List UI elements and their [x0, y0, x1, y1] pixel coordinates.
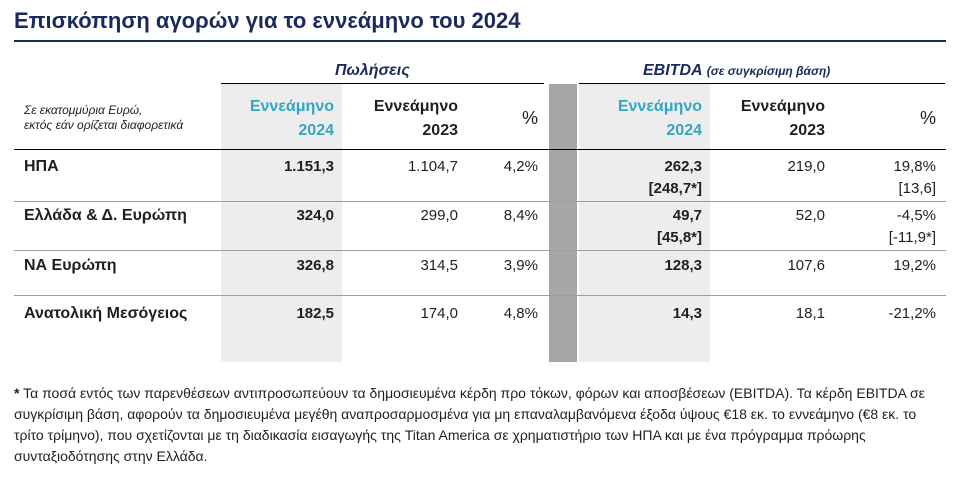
sales-2023-header-line-1: Εννεάμηνο — [373, 98, 458, 115]
sales-2023-header: Εννεάμηνο 2023 — [345, 95, 458, 143]
ebitda-pct-header: % — [919, 108, 936, 128]
sales-2023-east-med: 174,0 — [420, 305, 458, 322]
ebitda-2023-greece: 52,0 — [795, 207, 825, 224]
ebitda-2024-usa: 262,3 — [664, 158, 702, 175]
row-divider — [14, 250, 946, 251]
ebitda-pct-se-europe: 19,2% — [893, 257, 936, 274]
row-label-usa: ΗΠΑ — [24, 158, 59, 175]
column-separator-bar — [549, 84, 577, 362]
units-note-line-1: Σε εκατομμύρια Ευρώ, — [24, 103, 143, 117]
sales-2023-usa: 1.104,7 — [407, 158, 458, 175]
sales-2023-se-europe: 314,5 — [420, 257, 458, 274]
footnote: * Τα ποσά εντός των παρενθέσεων αντιπροσ… — [14, 383, 942, 467]
sales-header-underline — [221, 83, 544, 84]
row-divider — [14, 295, 946, 296]
sales-2024-usa: 1.151,3 — [283, 158, 334, 175]
units-note-line-2: εκτός εάν ορίζεται διαφορετικά — [24, 118, 184, 132]
sales-2023-greece: 299,0 — [420, 207, 458, 224]
sales-2024-column-shade — [221, 84, 342, 362]
ebitda-2024-column-shade — [579, 84, 710, 362]
ebitda-2024-adj-greece: [45,8*] — [656, 229, 702, 246]
ebitda-header-underline — [579, 83, 945, 84]
sales-2024-header-line-1: Εννεάμηνο — [249, 98, 334, 115]
row-label-se-europe: ΝΑ Ευρώπη — [24, 257, 117, 274]
ebitda-2023-header-line-1: Εννεάμηνο — [740, 98, 825, 115]
ebitda-header-note: (σε συγκρίσιμη βάση) — [706, 64, 831, 78]
sales-pct-se-europe: 3,9% — [503, 257, 538, 274]
ebitda-pct-usa: 19,8% — [893, 158, 936, 175]
ebitda-pct-east-med: -21,2% — [888, 305, 936, 322]
sales-2024-header-line-2: 2024 — [298, 122, 334, 139]
footnote-text: Τα ποσά εντός των παρενθέσεων αντιπροσωπ… — [14, 385, 925, 464]
sales-2024-header: Εννεάμηνο 2024 — [221, 95, 334, 143]
row-divider — [14, 201, 946, 202]
ebitda-pct-adj-greece: [-11,9*] — [888, 229, 936, 246]
sales-pct-header: % — [521, 108, 538, 128]
sales-2023-header-line-2: 2023 — [422, 122, 458, 139]
ebitda-2024-greece: 49,7 — [672, 207, 702, 224]
ebitda-2024-header-line-1: Εννεάμηνο — [617, 98, 702, 115]
title-underline — [14, 40, 946, 42]
ebitda-2023-east-med: 18,1 — [795, 305, 825, 322]
footnote-star: * — [14, 385, 20, 401]
ebitda-2023-header-line-2: 2023 — [789, 122, 825, 139]
ebitda-pct-adj-usa: [13,6] — [898, 180, 936, 197]
ebitda-2023-header: Εννεάμηνο 2023 — [712, 95, 825, 143]
ebitda-pct-greece: -4,5% — [896, 207, 936, 224]
page-title: Επισκόπηση αγορών για το εννεάμηνο του 2… — [14, 8, 521, 33]
row-label-east-med: Ανατολική Μεσόγειος — [24, 305, 188, 322]
sales-group-header: Πωλήσεις — [335, 62, 410, 79]
ebitda-2024-header-line-2: 2024 — [666, 122, 702, 139]
ebitda-2024-header: Εννεάμηνο 2024 — [579, 95, 702, 143]
ebitda-2024-adj-usa: [248,7*] — [648, 180, 702, 197]
ebitda-2023-se-europe: 107,6 — [787, 257, 825, 274]
sales-pct-east-med: 4,8% — [503, 305, 538, 322]
ebitda-2023-usa: 219,0 — [787, 158, 825, 175]
sales-2024-greece: 324,0 — [296, 207, 334, 224]
sales-2024-east-med: 182,5 — [296, 305, 334, 322]
ebitda-group-header: EBITDA (σε συγκρίσιμη βάση) — [643, 60, 830, 82]
sales-pct-usa: 4,2% — [503, 158, 538, 175]
units-note: Σε εκατομμύρια Ευρώ, εκτός εάν ορίζεται … — [24, 103, 183, 133]
ebitda-header-label: EBITDA — [643, 62, 703, 79]
ebitda-2024-se-europe: 128,3 — [664, 257, 702, 274]
sales-pct-greece: 8,4% — [503, 207, 538, 224]
header-bottom-rule — [14, 149, 946, 150]
row-label-greece-w-europe: Ελλάδα & Δ. Ευρώπη — [24, 207, 187, 224]
ebitda-2024-east-med: 14,3 — [672, 305, 702, 322]
sales-2024-se-europe: 326,8 — [296, 257, 334, 274]
